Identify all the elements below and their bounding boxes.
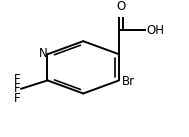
Text: F: F [14, 73, 20, 86]
Text: Br: Br [122, 75, 136, 88]
Text: N: N [39, 47, 48, 60]
Text: F: F [14, 92, 20, 105]
Text: O: O [116, 0, 126, 13]
Text: OH: OH [146, 24, 164, 37]
Text: F: F [14, 82, 20, 95]
